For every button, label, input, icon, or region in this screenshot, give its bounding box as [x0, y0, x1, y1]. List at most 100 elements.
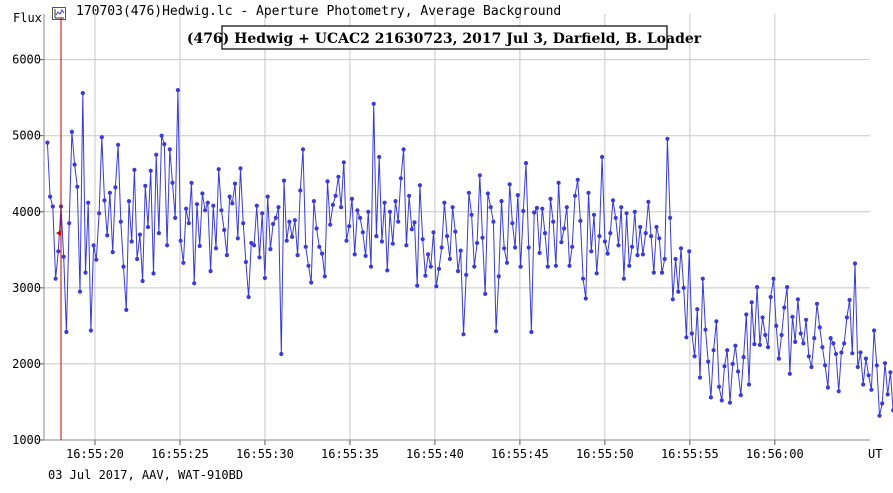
data-point: [496, 274, 501, 279]
data-point: [298, 188, 303, 193]
data-point: [643, 231, 648, 236]
data-point: [374, 234, 379, 239]
data-point: [151, 271, 156, 276]
data-point: [817, 325, 822, 330]
data-point: [866, 373, 871, 378]
data-point: [159, 133, 164, 138]
data-point: [368, 264, 374, 269]
data-point: [469, 212, 474, 217]
data-point: [45, 140, 50, 145]
data-point: [513, 245, 518, 250]
data-point: [213, 246, 219, 251]
data-point: [208, 269, 213, 274]
data-point: [749, 300, 754, 305]
data-point: [708, 395, 714, 400]
data-point: [605, 251, 610, 256]
data-point: [99, 135, 104, 140]
data-point: [684, 335, 689, 340]
window-titlebar: 170703(476)Hedwig.lc - Aperture Photomet…: [0, 0, 893, 22]
data-point: [597, 234, 602, 239]
data-point: [673, 256, 678, 262]
data-point: [814, 301, 820, 306]
data-point: [831, 341, 836, 346]
data-point: [175, 88, 180, 93]
data-point: [442, 200, 447, 205]
data-point: [314, 226, 319, 231]
data-point: [651, 270, 656, 275]
data-point: [809, 364, 814, 370]
data-point: [300, 147, 306, 152]
data-point: [232, 181, 238, 186]
data-point: [485, 191, 490, 196]
y-axis-label: Flux: [13, 11, 42, 25]
data-point: [428, 264, 433, 269]
data-point: [515, 193, 520, 198]
light-curve-chart-icon[interactable]: [52, 5, 66, 20]
data-point: [717, 384, 722, 389]
data-point: [50, 204, 55, 209]
data-point: [124, 307, 129, 312]
data-point: [746, 382, 752, 387]
data-point: [107, 190, 112, 195]
data-point: [458, 248, 463, 253]
data-point: [431, 230, 436, 235]
data-point: [793, 339, 798, 344]
data-point: [703, 327, 708, 332]
data-point: [782, 305, 787, 310]
data-point: [284, 238, 289, 243]
data-point: [48, 194, 53, 199]
data-point: [262, 275, 267, 281]
data-point: [311, 199, 316, 204]
data-point: [404, 243, 409, 248]
data-point: [113, 185, 118, 190]
data-point: [385, 268, 390, 273]
data-point: [439, 245, 444, 250]
data-point: [736, 369, 741, 374]
data-point: [632, 209, 637, 214]
data-point: [91, 243, 96, 248]
data-point: [290, 234, 295, 239]
data-point: [339, 205, 344, 210]
data-point: [681, 285, 686, 290]
data-point: [532, 210, 537, 215]
data-point: [616, 243, 621, 248]
data-point: [774, 323, 779, 328]
data-point: [885, 392, 890, 397]
data-point: [880, 401, 885, 406]
data-point: [825, 385, 831, 390]
data-point: [184, 206, 189, 211]
x-axis-label: UT: [868, 447, 882, 461]
data-point: [252, 243, 257, 248]
data-point: [801, 341, 806, 346]
data-point: [874, 363, 879, 368]
data-point: [260, 211, 265, 216]
data-point: [224, 253, 229, 258]
data-point: [140, 278, 145, 284]
data-point: [135, 256, 140, 262]
data-point: [537, 250, 542, 255]
data-point: [483, 291, 488, 296]
data-point: [116, 142, 121, 147]
data-point: [872, 328, 877, 333]
data-point: [638, 224, 643, 230]
x-tick-label: 16:55:30: [236, 447, 294, 461]
data-point: [216, 167, 221, 172]
data-point: [192, 281, 197, 286]
data-point: [529, 329, 534, 335]
footer-info: 03 Jul 2017, AAV, WAT-910BD: [48, 468, 244, 482]
data-point: [844, 315, 850, 320]
chart-title-box: [221, 25, 668, 50]
data-point: [488, 205, 493, 210]
data-point: [257, 255, 262, 260]
data-point: [510, 221, 515, 226]
data-point: [578, 218, 583, 223]
data-point: [586, 190, 591, 195]
data-point: [273, 215, 278, 220]
x-tick-label: 16:56:00: [746, 447, 804, 461]
data-point: [276, 205, 281, 210]
data-point: [785, 285, 790, 290]
data-point: [450, 205, 455, 210]
data-point: [453, 229, 458, 234]
x-tick-label: 16:55:35: [321, 447, 379, 461]
